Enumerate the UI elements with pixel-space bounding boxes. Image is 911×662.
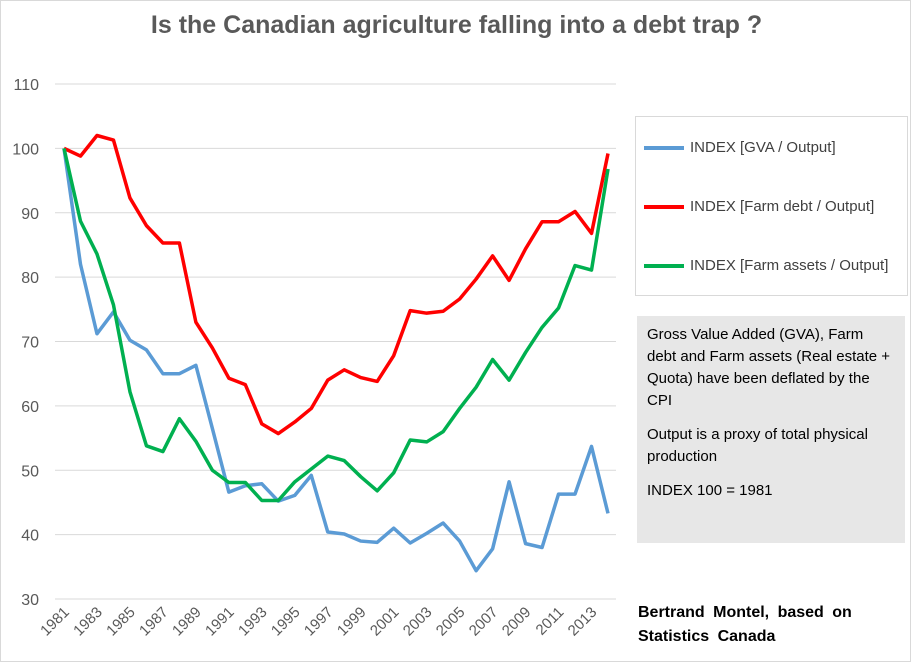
x-tick-label: 1993 <box>235 604 271 640</box>
x-tick-label: 1981 <box>37 604 73 640</box>
y-tick-label: 110 <box>13 77 39 94</box>
legend: INDEX [GVA / Output] INDEX [Farm debt / … <box>635 116 908 296</box>
x-tick-label: 1991 <box>202 604 238 640</box>
y-tick-label: 50 <box>21 463 39 480</box>
series-line-0 <box>62 148 610 573</box>
legend-label: INDEX [GVA / Output] <box>690 139 836 156</box>
x-tick-label: 1999 <box>334 604 370 640</box>
x-tick-label: 2013 <box>565 604 601 640</box>
legend-label: INDEX [Farm assets / Output] <box>690 257 889 274</box>
credit-line: Bertrand Montel, based on <box>638 604 852 621</box>
series-line-2 <box>62 147 610 503</box>
chart-title: Is the Canadian agriculture falling into… <box>150 11 763 39</box>
x-tick-label: 1987 <box>136 604 172 640</box>
legend-item-assets: INDEX [Farm assets / Output] <box>644 257 888 274</box>
x-tick-label: 2001 <box>367 604 403 640</box>
legend-label: INDEX [Farm debt / Output] <box>690 198 875 215</box>
x-tick-label: 2003 <box>400 604 436 640</box>
x-tick-label: 2007 <box>466 604 502 640</box>
x-tick-label: 1983 <box>70 604 106 640</box>
legend-item-gva: INDEX [GVA / Output] <box>644 139 836 156</box>
x-tick-label: 2009 <box>499 604 535 640</box>
y-tick-label: 90 <box>21 206 39 223</box>
legend-item-debt: INDEX [Farm debt / Output] <box>644 198 874 215</box>
legend-swatch-debt <box>644 204 684 209</box>
x-tick-label: 2005 <box>433 604 469 640</box>
y-tick-label: 30 <box>21 592 39 609</box>
y-tick-label: 40 <box>21 528 39 545</box>
y-tick-label: 70 <box>21 335 39 352</box>
legend-swatch-gva <box>644 145 684 150</box>
note-box: Gross Value Added (GVA), Farm debt and F… <box>637 316 905 543</box>
credit: Bertrand Montel, based on Statistics Can… <box>638 601 852 649</box>
y-tick-label: 60 <box>21 399 39 416</box>
note-text: INDEX 100 = 1981 <box>647 482 773 499</box>
note-text: Output is a proxy of total physical prod… <box>647 426 868 465</box>
x-tick-label: 2011 <box>533 604 568 639</box>
note-text: Gross Value Added (GVA), Farm debt and F… <box>647 326 891 409</box>
legend-swatch-assets <box>644 263 684 268</box>
x-tick-label: 1985 <box>103 604 139 640</box>
series-line-1 <box>63 133 610 436</box>
credit-line: Statistics Canada <box>638 628 776 645</box>
y-tick-label: 100 <box>12 141 39 158</box>
x-tick-label: 1989 <box>169 604 205 640</box>
y-tick-label: 80 <box>21 270 39 287</box>
x-tick-label: 1995 <box>268 604 304 640</box>
x-tick-label: 1997 <box>301 604 337 640</box>
